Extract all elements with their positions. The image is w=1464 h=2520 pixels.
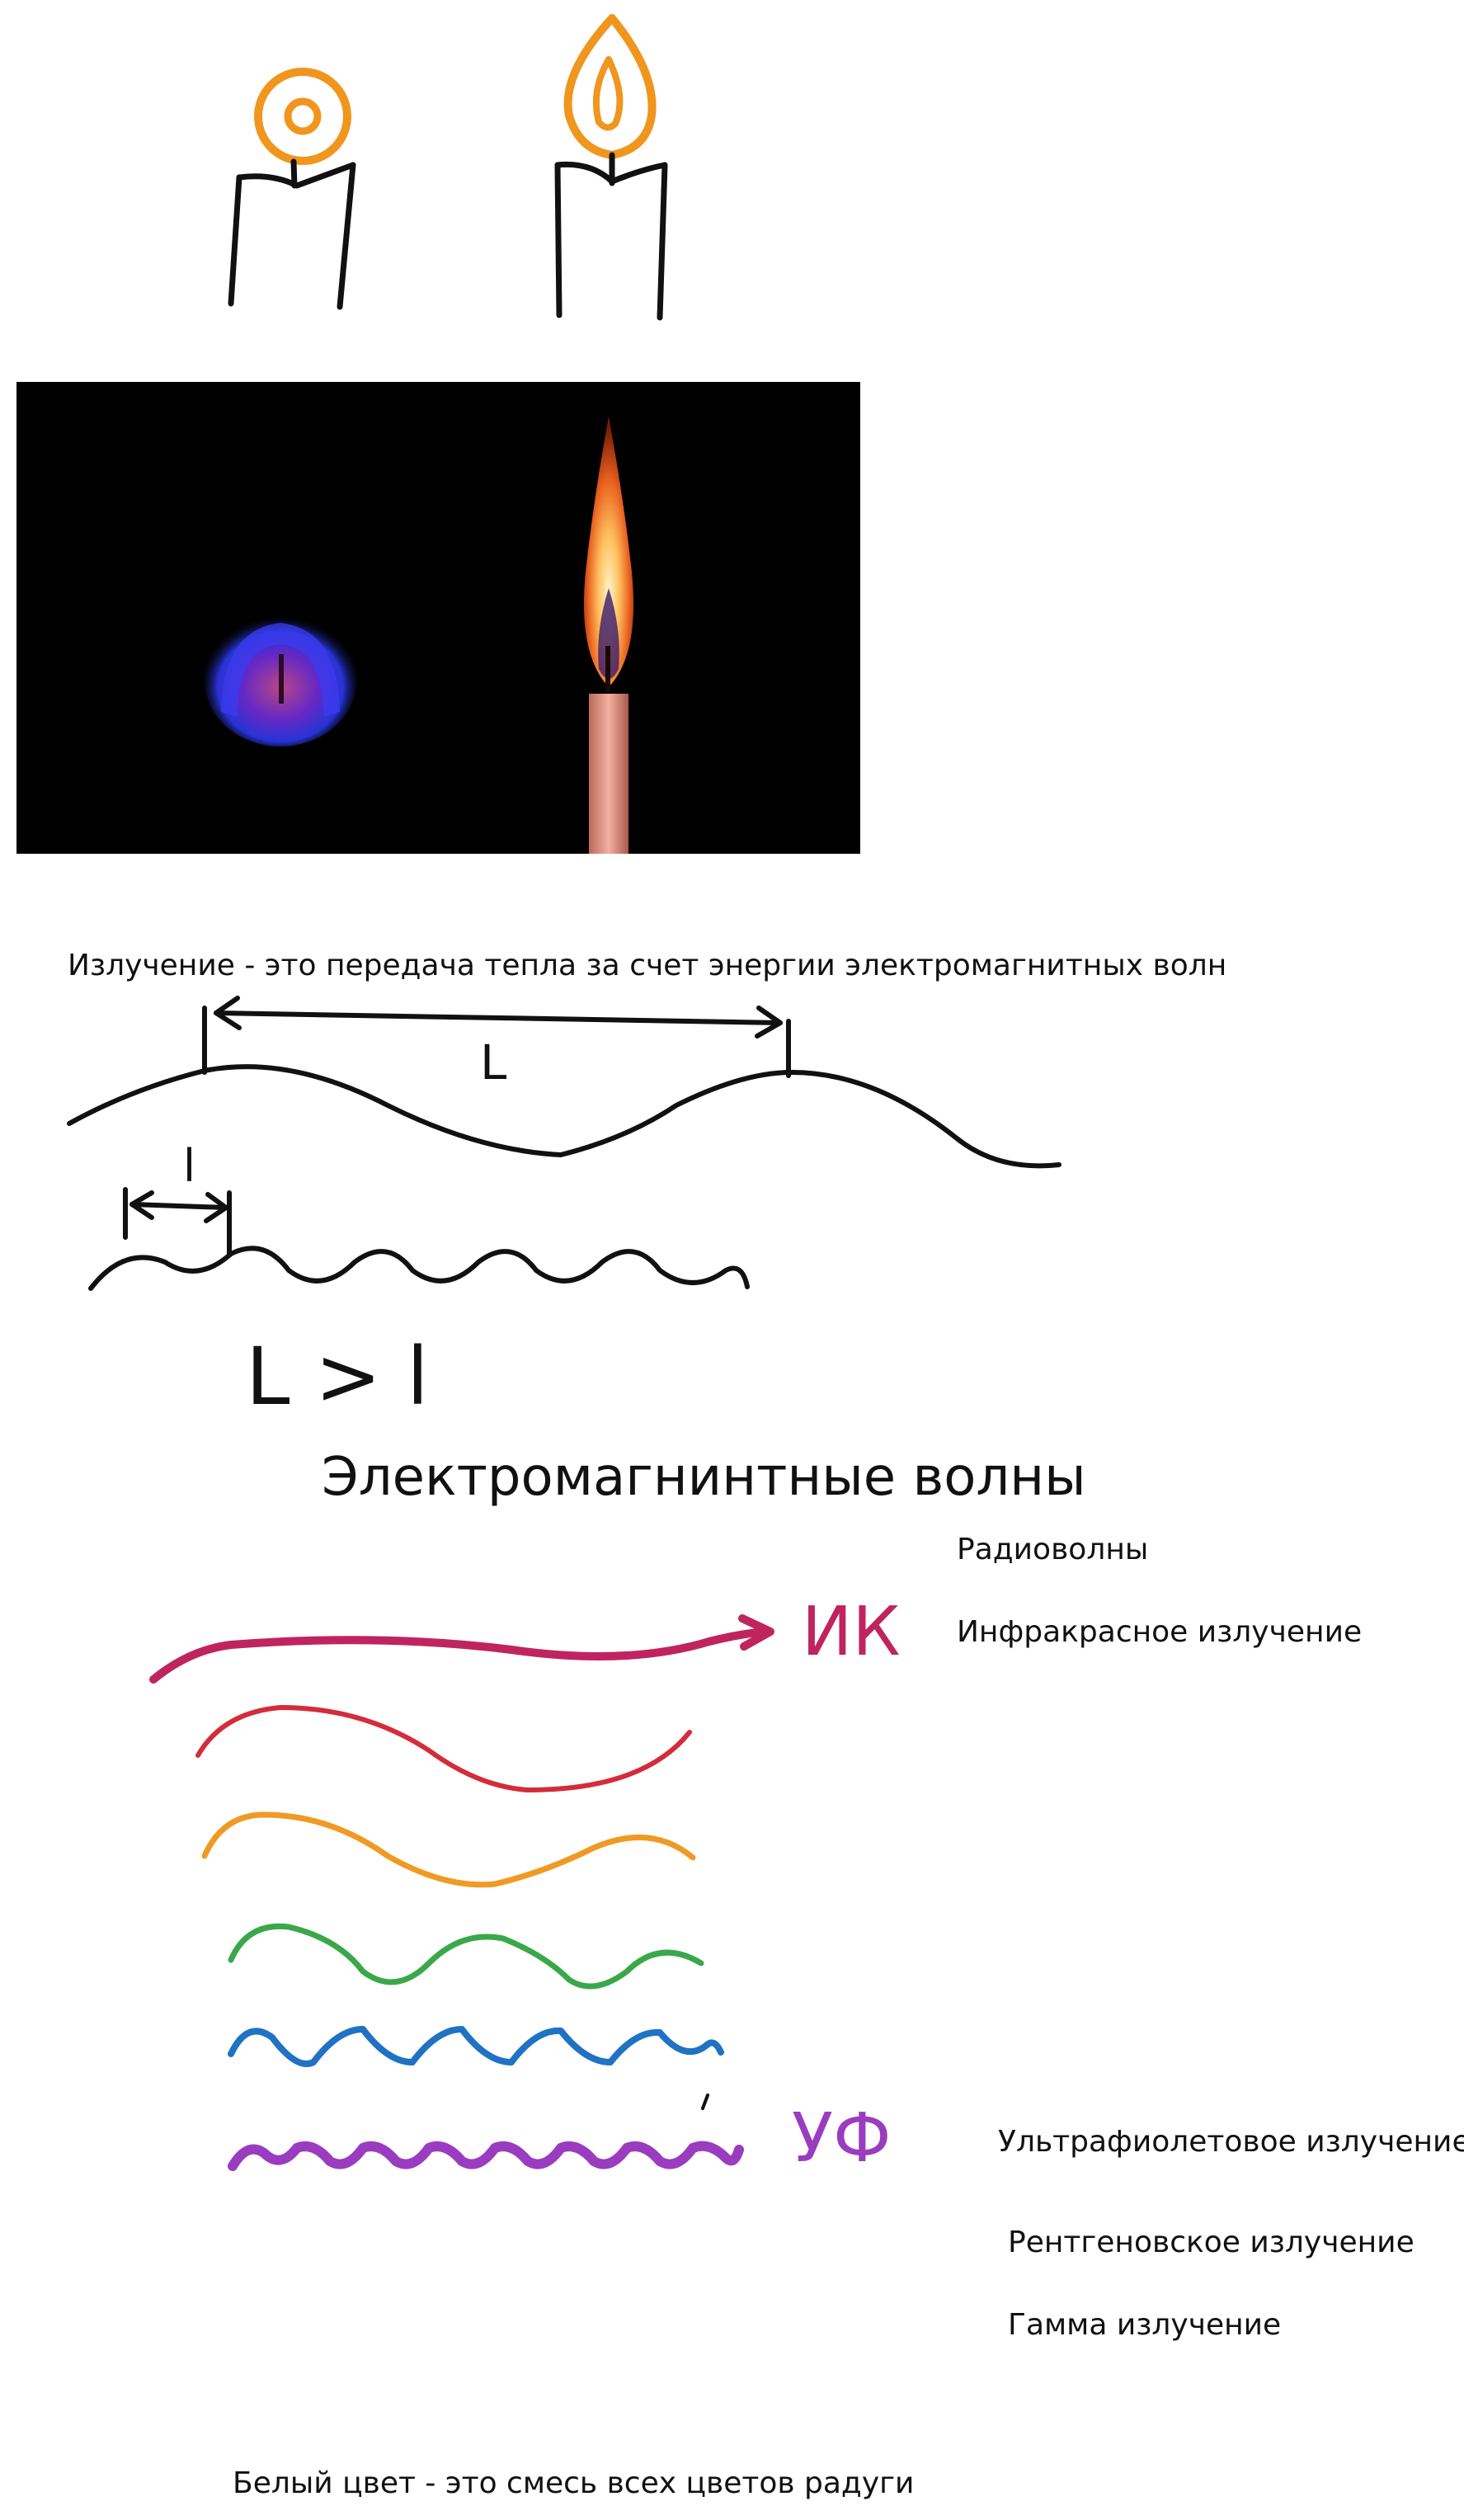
short-wave-diagram [88,1187,750,1291]
blue-wave [228,2026,724,2067]
candle-flame [583,417,634,854]
wavelength-small-label: l [183,1140,195,1192]
red-wave [195,1705,692,1792]
definition-text: Излучение - это передача тепла за счет э… [68,949,1226,982]
candle-sketch-normal [554,14,668,321]
orange-wave [201,1811,696,1888]
ultraviolet-label: Ультрафиолетовое излучение [998,2125,1464,2159]
white-light-note: Белый цвет - это смесь всех цветов радуг… [233,2466,914,2500]
wavelength-big-label: L [480,1034,506,1090]
zero-gravity-flame [205,615,356,747]
xray-label: Рентгеновское излучение [1008,2226,1415,2259]
wavelength-comparison: L > l [246,1331,429,1423]
spectrum-waves [149,1614,774,2171]
em-waves-heading: Электромагнинтные волны [322,1447,1086,1508]
ir-arrowhead [738,1614,774,1651]
green-wave [228,1923,704,1990]
ir-label: ИК [802,1593,901,1671]
gamma-label: Гамма излучение [1008,2308,1281,2342]
ir-wave [149,1627,771,1684]
long-wave-diagram [67,996,1062,1169]
flame-photo [16,382,860,854]
violet-wave [228,2141,744,2171]
candle-sketch-spherical [228,68,356,310]
infrared-label: Инфракрасное излучение [957,1615,1362,1649]
radio-waves-label: Радиоволны [957,1533,1148,1566]
uv-label: УФ [792,2099,892,2178]
